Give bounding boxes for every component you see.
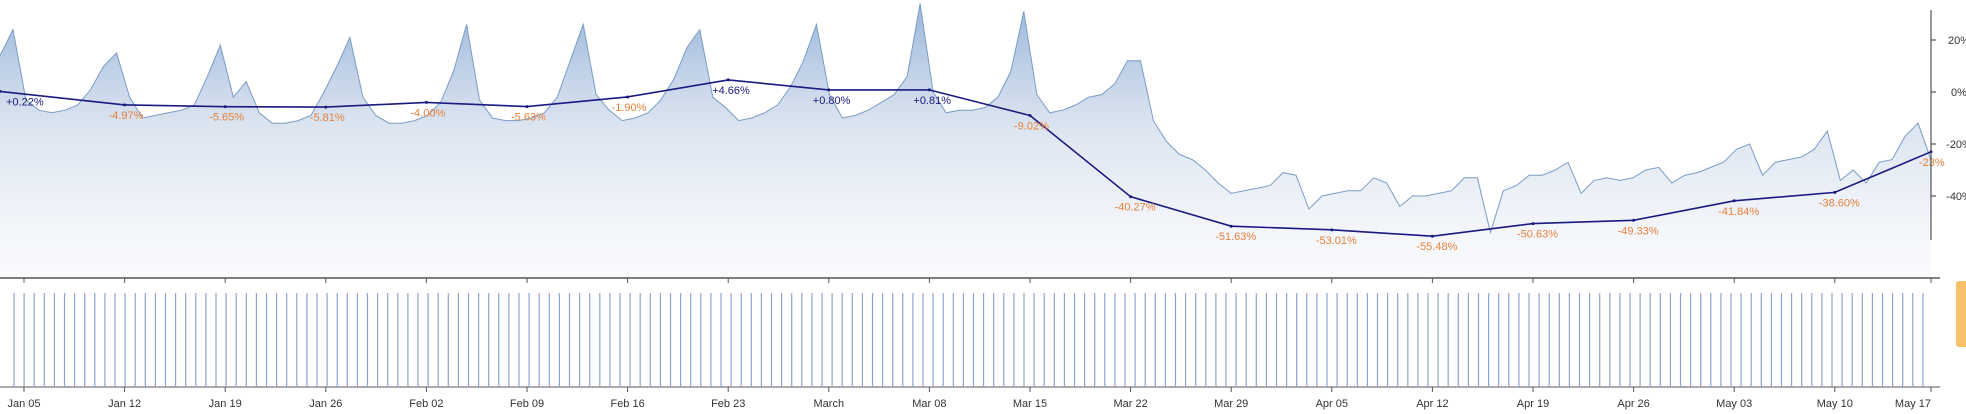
x-tick-label: Feb 09 xyxy=(510,398,544,410)
weekly-label: +0.81% xyxy=(913,95,951,107)
x-tick-label: May 10 xyxy=(1817,398,1853,410)
weekly-point xyxy=(525,105,529,109)
weekly-label: +4.66% xyxy=(712,85,750,97)
weekly-label: -23% xyxy=(1919,157,1945,169)
weekly-label: -5.81% xyxy=(310,112,345,124)
weekly-point xyxy=(424,100,428,104)
x-tick-label: May 03 xyxy=(1716,398,1752,410)
weekly-line xyxy=(0,79,1932,238)
weekly-label: -4.00% xyxy=(410,107,445,119)
weekly-labels: +0.22% -4.97% -5.65% -5.81% -4.00% -5.63% -1.9… xyxy=(6,85,1945,253)
weekly-label: -5.63% xyxy=(511,112,546,124)
weekly-point xyxy=(1531,222,1535,226)
x-tick-label: Apr 05 xyxy=(1316,398,1348,410)
x-tick-label: Jan 12 xyxy=(108,398,141,410)
x-tick-label: Mar 08 xyxy=(912,398,946,410)
weekly-point xyxy=(0,89,2,93)
weekly-point xyxy=(726,78,730,82)
weekly-point xyxy=(1632,218,1636,222)
y-tick-label: -20% xyxy=(1946,139,1966,151)
weekly-point xyxy=(123,103,127,107)
weekly-point xyxy=(1129,195,1133,199)
x-tick-label: Jan 19 xyxy=(209,398,242,410)
weekly-label: -5.65% xyxy=(209,112,244,124)
weekly-point xyxy=(1330,228,1334,232)
weekly-label: -50.63% xyxy=(1517,229,1558,241)
x-tick-label: Feb 02 xyxy=(409,398,443,410)
weekly-point xyxy=(223,105,227,109)
y-tick-label: 0% xyxy=(1951,87,1966,99)
y-tick-label: 20% xyxy=(1948,35,1966,47)
weekly-point xyxy=(827,88,831,92)
x-tick-label: Feb 23 xyxy=(711,398,745,410)
weekly-points xyxy=(0,78,1933,238)
volume-panel xyxy=(13,293,1924,387)
weekly-label: -51.63% xyxy=(1215,231,1256,243)
weekly-label: -38.60% xyxy=(1819,197,1860,209)
weekly-point xyxy=(1430,234,1434,238)
weekly-point xyxy=(1028,113,1032,117)
x-tick-label: Feb 16 xyxy=(610,398,644,410)
weekly-label: -53.01% xyxy=(1316,235,1357,247)
daily-area xyxy=(0,3,1931,278)
x-tick-label: Apr 12 xyxy=(1416,398,1448,410)
x-tick-label: Mar 22 xyxy=(1113,398,1147,410)
weekly-label: -55.48% xyxy=(1416,241,1457,253)
x-tick-label: Mar 29 xyxy=(1214,398,1248,410)
x-tick-label: Mar 15 xyxy=(1013,398,1047,410)
x-tick-label: Jan 26 xyxy=(309,398,342,410)
panel-separator xyxy=(0,277,1940,388)
weekly-label: -41.84% xyxy=(1718,206,1759,218)
weekly-point xyxy=(324,105,328,109)
weekly-label: +0.80% xyxy=(813,95,851,107)
weekly-point xyxy=(1732,199,1736,203)
weekly-label: -1.90% xyxy=(612,102,647,114)
y-tick-label: -40% xyxy=(1946,191,1966,203)
weekly-point xyxy=(927,88,931,92)
weekly-label: -9.02% xyxy=(1014,120,1049,132)
x-axis: Jan 05 Jan 12 Jan 19 Jan 26 Feb 02 Feb 09 Feb … xyxy=(7,278,1932,410)
daily-line xyxy=(0,3,1932,235)
side-panel-tab[interactable] xyxy=(1956,281,1966,347)
weekly-label: -49.33% xyxy=(1618,225,1659,237)
y-axis: 20% 0% -20% -40% xyxy=(1930,10,1966,240)
weekly-point xyxy=(1833,190,1837,194)
weekly-label: -4.97% xyxy=(109,110,144,122)
x-tick-label: March xyxy=(814,398,845,410)
x-tick-label: Jan 05 xyxy=(7,398,40,410)
weekly-point xyxy=(1229,224,1233,228)
price-panel: +0.22% -4.97% -5.65% -5.81% -4.00% -5.63% -1.9… xyxy=(0,3,1945,278)
weekly-label: -40.27% xyxy=(1115,202,1156,214)
x-tick-label: Apr 26 xyxy=(1617,398,1649,410)
weekly-label: +0.22% xyxy=(6,96,44,108)
weekly-point xyxy=(626,95,630,99)
x-tick-label: May 17 xyxy=(1895,398,1931,410)
x-tick-label: Apr 19 xyxy=(1517,398,1549,410)
